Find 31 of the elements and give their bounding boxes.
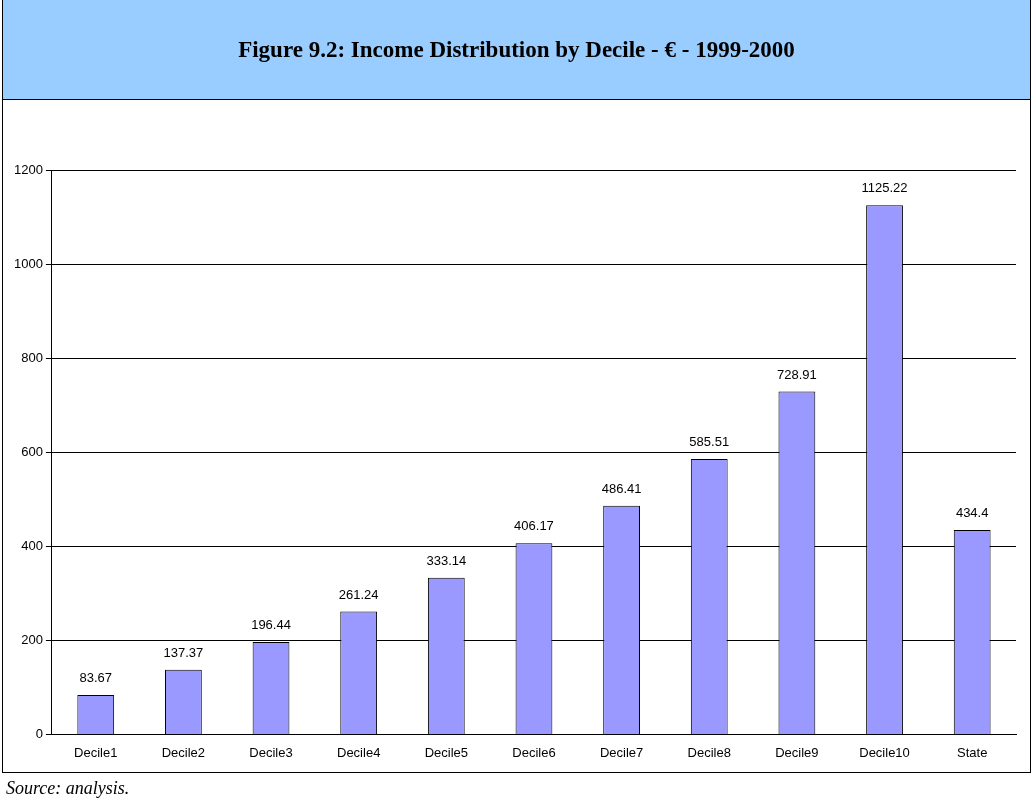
x-tick-label: Decile3 [249, 744, 293, 760]
x-tick-label: Decile4 [336, 744, 381, 760]
data-label: 261.24 [338, 586, 379, 602]
x-tick-label: Decile6 [512, 744, 556, 760]
y-tick-label: 200 [21, 631, 43, 647]
x-tick-label: Decile7 [599, 744, 644, 760]
data-label: 83.67 [79, 670, 113, 686]
data-label: 1125.22 [861, 180, 908, 196]
x-tick-label: Decile5 [424, 744, 468, 760]
y-tick-label: 1200 [14, 161, 43, 177]
data-label: 137.37 [163, 644, 204, 660]
data-label: 333.14 [426, 552, 467, 568]
chart-title: Figure 9.2: Income Distribution by Decile - € - 1999-2000 [238, 36, 795, 63]
x-tick-label: Decile9 [775, 744, 819, 760]
data-label: 486.41 [601, 480, 642, 496]
data-label: 196.44 [251, 617, 291, 633]
data-label: 728.91 [777, 366, 817, 382]
x-tick-label: State [957, 744, 988, 760]
y-tick-label: 800 [21, 349, 43, 365]
x-tick-label: Decile2 [161, 744, 206, 760]
y-tick-label: 0 [35, 725, 43, 741]
y-tick-label: 400 [21, 537, 43, 553]
y-tick-label: 1000 [14, 255, 43, 271]
data-label: 434.4 [955, 505, 989, 521]
y-tick-label: 600 [21, 443, 43, 459]
x-tick-label: Decile8 [687, 744, 731, 760]
x-tick-label: Decile10 [859, 744, 910, 760]
data-label: 406.17 [514, 518, 554, 534]
data-label: 585.51 [689, 434, 730, 450]
source-note: Source: analysis. [6, 778, 130, 799]
x-tick-label: Decile1 [74, 744, 118, 760]
